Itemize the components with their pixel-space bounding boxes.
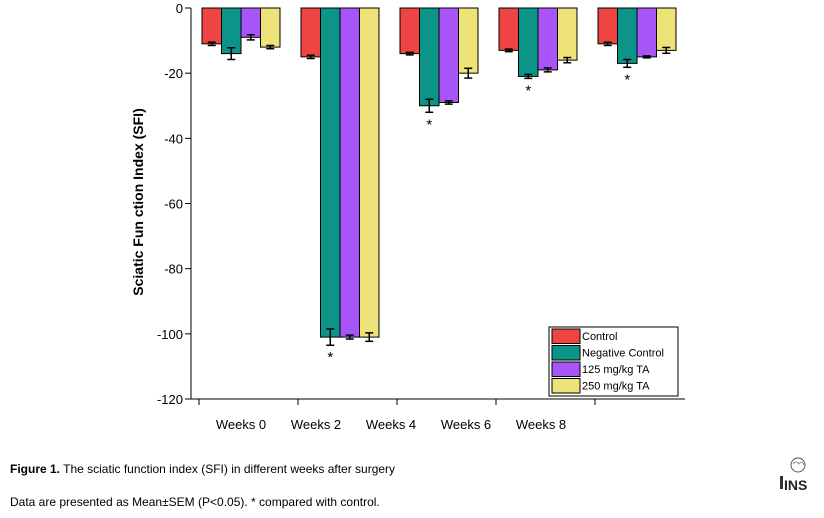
figure-label: Figure 1. [10, 462, 61, 476]
bar [359, 7, 380, 338]
significance-marker: * [525, 82, 531, 99]
y-tick-label: -40 [164, 131, 183, 146]
legend-label: Control [582, 331, 617, 343]
legend-label: Negative Control [582, 348, 664, 360]
legend-swatch [551, 328, 581, 344]
significance-marker: * [624, 71, 630, 88]
legend-swatch [551, 378, 581, 394]
legend-swatch [551, 345, 581, 361]
bar [537, 7, 558, 71]
bar [557, 7, 578, 61]
plot-area: * * * * 0 -20 -40 -60 -80 -100 -120 Weeks 0 Weeks 2 W… [157, 1, 685, 432]
x-tick-label: Weeks 2 [291, 417, 341, 432]
bar [597, 7, 618, 45]
bar [260, 7, 281, 48]
bar [518, 7, 539, 77]
x-tick-label: Weeks 0 [216, 417, 266, 432]
y-tick-label: 0 [176, 1, 183, 16]
legend-label: 125 mg/kg TA [582, 364, 650, 376]
significance-marker: * [426, 116, 432, 133]
bar [656, 7, 677, 51]
bar [399, 7, 420, 55]
y-tick-label: -120 [157, 392, 183, 407]
y-tick-label: -100 [157, 327, 183, 342]
legend-label: 250 mg/kg TA [582, 381, 650, 393]
logo-text: INS [784, 477, 807, 493]
y-tick-label: -20 [164, 66, 183, 81]
figure-caption-text: The sciatic function index (SFI) in diff… [60, 462, 396, 476]
bar [498, 7, 519, 51]
y-axis-title: Sciatic Fun ction Index (SFI) [130, 108, 146, 295]
bar-chart: * * * * 0 -20 -40 -60 -80 -100 -120 Weeks 0 Weeks 2 W… [130, 1, 685, 432]
bar [636, 7, 657, 58]
figure-caption: Figure 1. The sciatic function index (SF… [10, 462, 395, 476]
bar [419, 7, 440, 107]
figure-note: Data are presented as Mean±SEM (P<0.05).… [10, 495, 380, 509]
bar [458, 7, 479, 74]
bar [339, 7, 360, 338]
bar [300, 7, 321, 58]
x-tick-label: Weeks 8 [516, 417, 566, 432]
bar [320, 7, 341, 338]
bar [438, 7, 459, 103]
y-tick-label: -80 [164, 262, 183, 277]
legend-swatch [551, 361, 581, 377]
bar [201, 7, 222, 45]
bar [240, 7, 261, 38]
y-tick-label: -60 [164, 197, 183, 212]
bar [221, 7, 242, 55]
x-tick-label: Weeks 4 [366, 417, 416, 432]
bar [617, 7, 638, 64]
significance-marker: * [327, 349, 333, 366]
x-tick-label: Weeks 6 [441, 417, 491, 432]
journal-logo-icon: INS [780, 457, 807, 493]
